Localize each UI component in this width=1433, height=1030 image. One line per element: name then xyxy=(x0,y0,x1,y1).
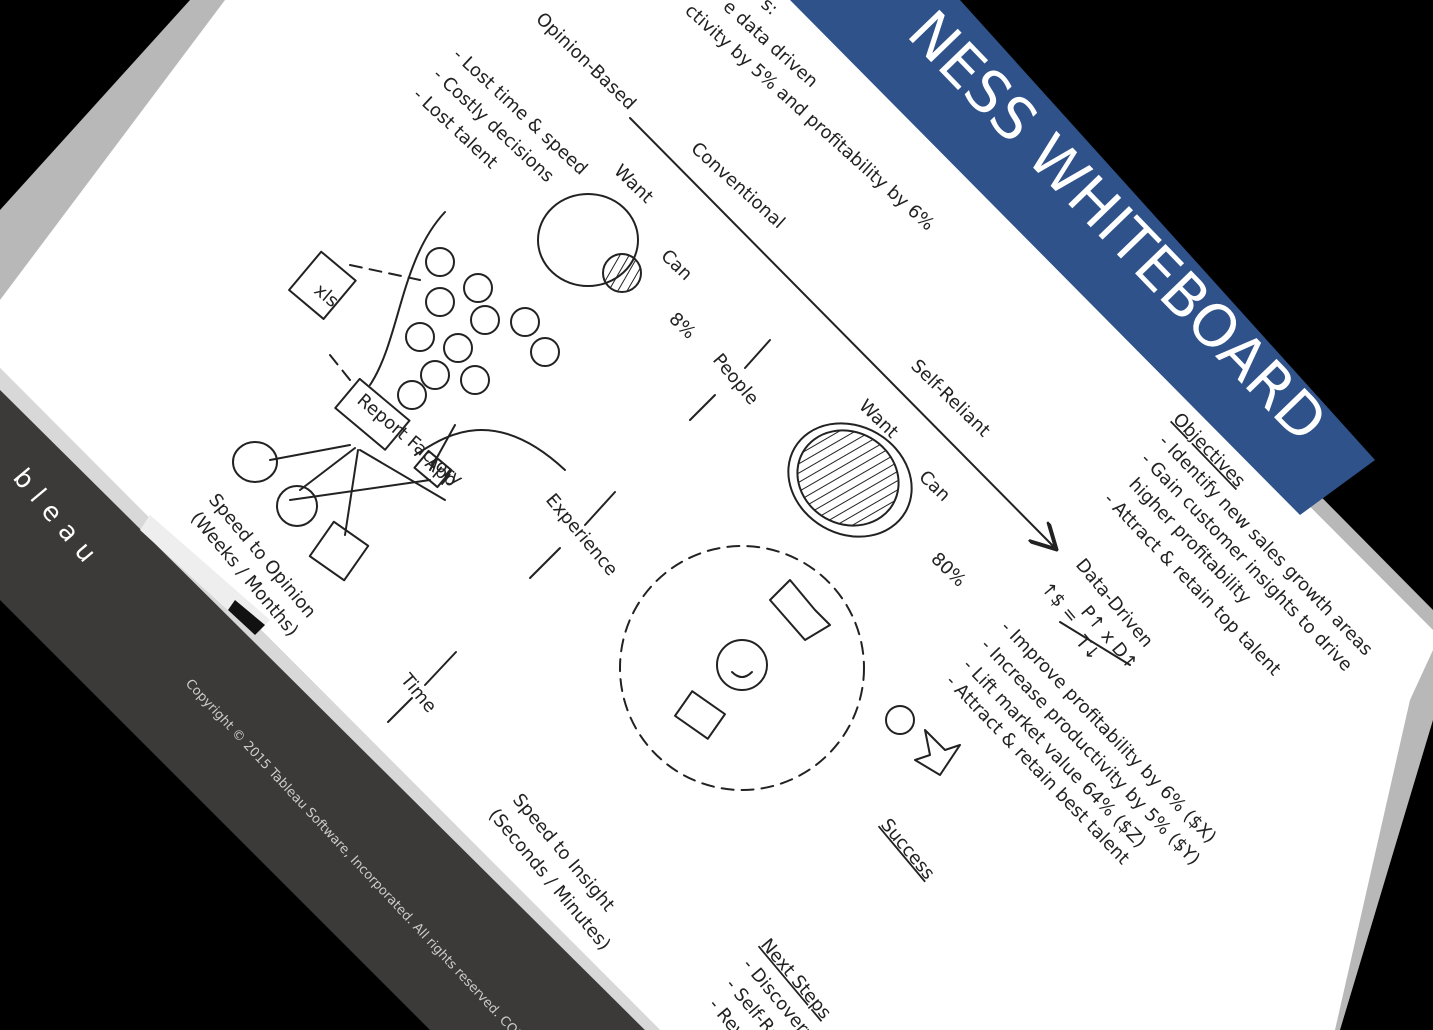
face xyxy=(443,333,473,363)
app-box xyxy=(413,449,453,489)
can-circle xyxy=(796,429,900,527)
divider xyxy=(584,491,616,526)
title-bar xyxy=(790,0,1375,515)
success-arrow xyxy=(914,729,961,776)
face xyxy=(425,287,455,317)
divider xyxy=(387,697,413,723)
face xyxy=(405,322,435,352)
database xyxy=(276,485,318,527)
database xyxy=(232,441,278,483)
faces xyxy=(397,247,560,410)
want-circle xyxy=(537,193,639,287)
fraction-bar xyxy=(1059,621,1131,666)
connector xyxy=(269,424,456,536)
cube xyxy=(308,520,370,582)
xls-sheet xyxy=(288,250,357,320)
funnel xyxy=(369,211,566,471)
progress-arrow xyxy=(629,117,1055,548)
face xyxy=(460,365,490,395)
can-circle xyxy=(602,253,642,293)
report-factory-box xyxy=(334,377,411,451)
face xyxy=(420,360,450,390)
data-icon xyxy=(674,690,726,740)
cycle xyxy=(619,545,865,791)
divider xyxy=(529,547,561,579)
face xyxy=(530,337,560,367)
marker-cap xyxy=(228,600,265,635)
bulb xyxy=(885,705,915,735)
face xyxy=(470,305,500,335)
smiley xyxy=(716,639,768,691)
connector xyxy=(329,264,421,381)
divider xyxy=(689,394,716,421)
smile xyxy=(731,671,753,678)
divider xyxy=(424,651,457,686)
face xyxy=(510,307,540,337)
face xyxy=(397,380,427,410)
want-circle xyxy=(787,422,913,538)
chart-icon xyxy=(769,579,831,641)
face xyxy=(463,273,493,303)
face xyxy=(425,247,455,277)
divider xyxy=(744,339,771,369)
